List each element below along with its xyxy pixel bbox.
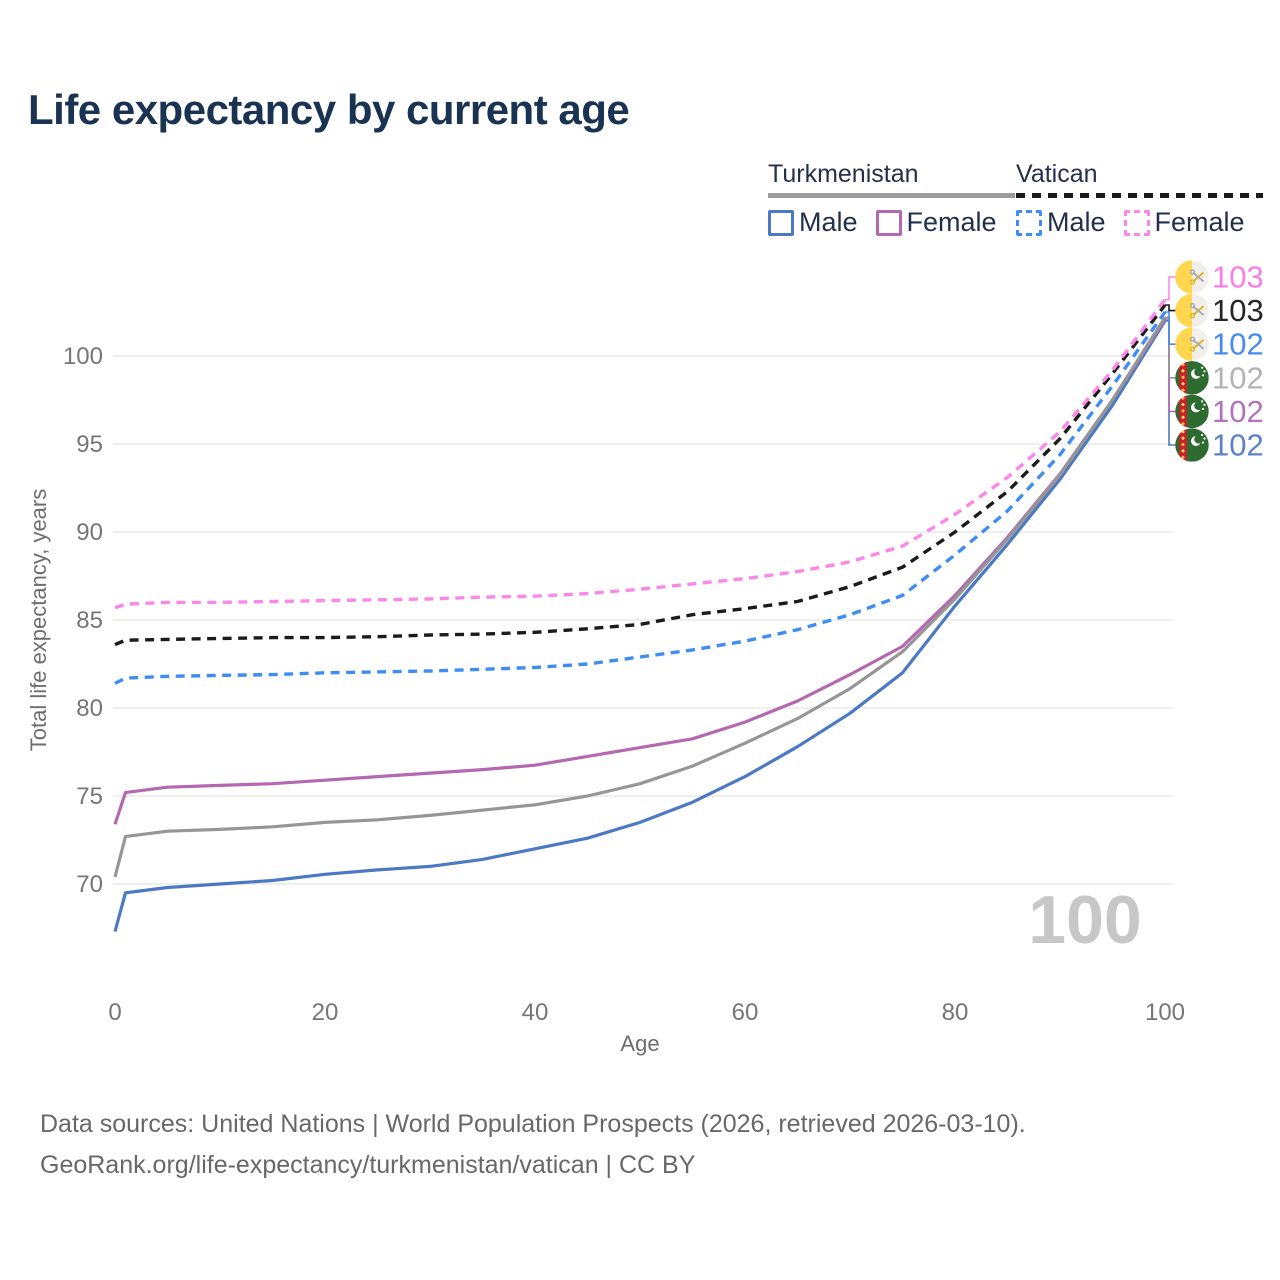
attribution-text: GeoRank.org/life-expectancy/turkmenistan… [40,1151,696,1179]
legend-item-label: Male [1047,207,1106,237]
series-line-turkmenistan-female[interactable] [113,318,1167,825]
label-leader-line [1165,318,1176,413]
legend-item-turkmenistan-female[interactable]: Female [875,207,997,238]
y-tick-label: 90 [76,519,103,546]
series-line-vatican-female[interactable] [114,298,1167,610]
x-tick-label: 100 [1145,999,1185,1026]
turkmenistan-line-style-sample [768,193,1015,198]
series-line-turkmenistan-male[interactable] [113,319,1167,932]
series-line-vatican-male[interactable] [114,311,1167,685]
end-value-label-vatican-all: 103 [1212,293,1264,328]
series-line-turkmenistan-all[interactable] [113,316,1167,878]
turkmenistan-male-swatch-icon [768,209,794,236]
legend-item-label: Male [799,207,858,237]
legend-group-turkmenistan: Turkmenistan Male Female [768,160,1015,238]
legend-item-vatican-male[interactable]: Male [1016,207,1106,238]
end-value-label-vatican-female: 103 [1212,260,1264,295]
x-tick-label: 60 [732,999,759,1026]
turkmenistan-flag-icon [1175,394,1209,429]
legend-item-label: Female [1154,207,1245,237]
end-value-label-turkmenistan-female: 102 [1212,394,1264,429]
label-leader-line [1165,304,1176,312]
series-line-vatican-all[interactable] [114,303,1167,647]
turkmenistan-flag-icon [1175,361,1209,395]
turkmenistan-female-swatch-icon [875,209,902,236]
vatican-female-swatch-icon [1123,209,1150,236]
legend-country-vatican[interactable]: Vatican [1016,160,1098,188]
legend-country-turkmenistan[interactable]: Turkmenistan [768,160,919,188]
y-tick-label: 95 [76,431,103,458]
label-leader-line [1165,311,1176,345]
y-axis-title: Total life expectancy, years [26,489,51,752]
legend-group-vatican: Vatican Male Female [1016,160,1263,238]
vatican-line-style-sample [1016,193,1263,198]
end-value-label-turkmenistan-all: 102 [1212,360,1264,395]
x-tick-label: 40 [522,999,549,1026]
vatican-male-swatch-icon [1016,209,1042,236]
hover-age-indicator: 100 [1028,882,1141,958]
vatican-flag-icon [1175,293,1209,328]
page-title: Life expectancy by current age [28,86,630,133]
footer: Data sources: United Nations | World Pop… [40,1104,1026,1186]
data-sources-text: Data sources: United Nations | World Pop… [40,1110,1026,1138]
end-value-label-vatican-male: 102 [1212,327,1264,362]
legend-item-vatican-female[interactable]: Female [1123,207,1245,238]
end-value-label-turkmenistan-male: 102 [1212,428,1264,463]
turkmenistan-flag-icon [1175,428,1209,462]
x-tick-label: 80 [942,999,969,1026]
y-tick-label: 75 [76,783,103,810]
y-tick-label: 80 [76,695,103,722]
y-tick-label: 70 [76,871,103,898]
legend-item-label: Female [906,207,997,237]
label-leader-line [1165,316,1176,379]
label-leader-line [1165,276,1176,301]
y-tick-label: 100 [63,343,103,370]
vatican-flag-icon [1175,260,1209,294]
label-leader-line [1165,320,1176,446]
vatican-flag-icon [1175,327,1209,361]
x-tick-label: 0 [108,999,121,1026]
legend-item-turkmenistan-male[interactable]: Male [768,207,858,238]
x-tick-label: 20 [312,999,339,1026]
x-axis-title: Age [620,1031,659,1056]
y-tick-label: 85 [76,607,103,634]
